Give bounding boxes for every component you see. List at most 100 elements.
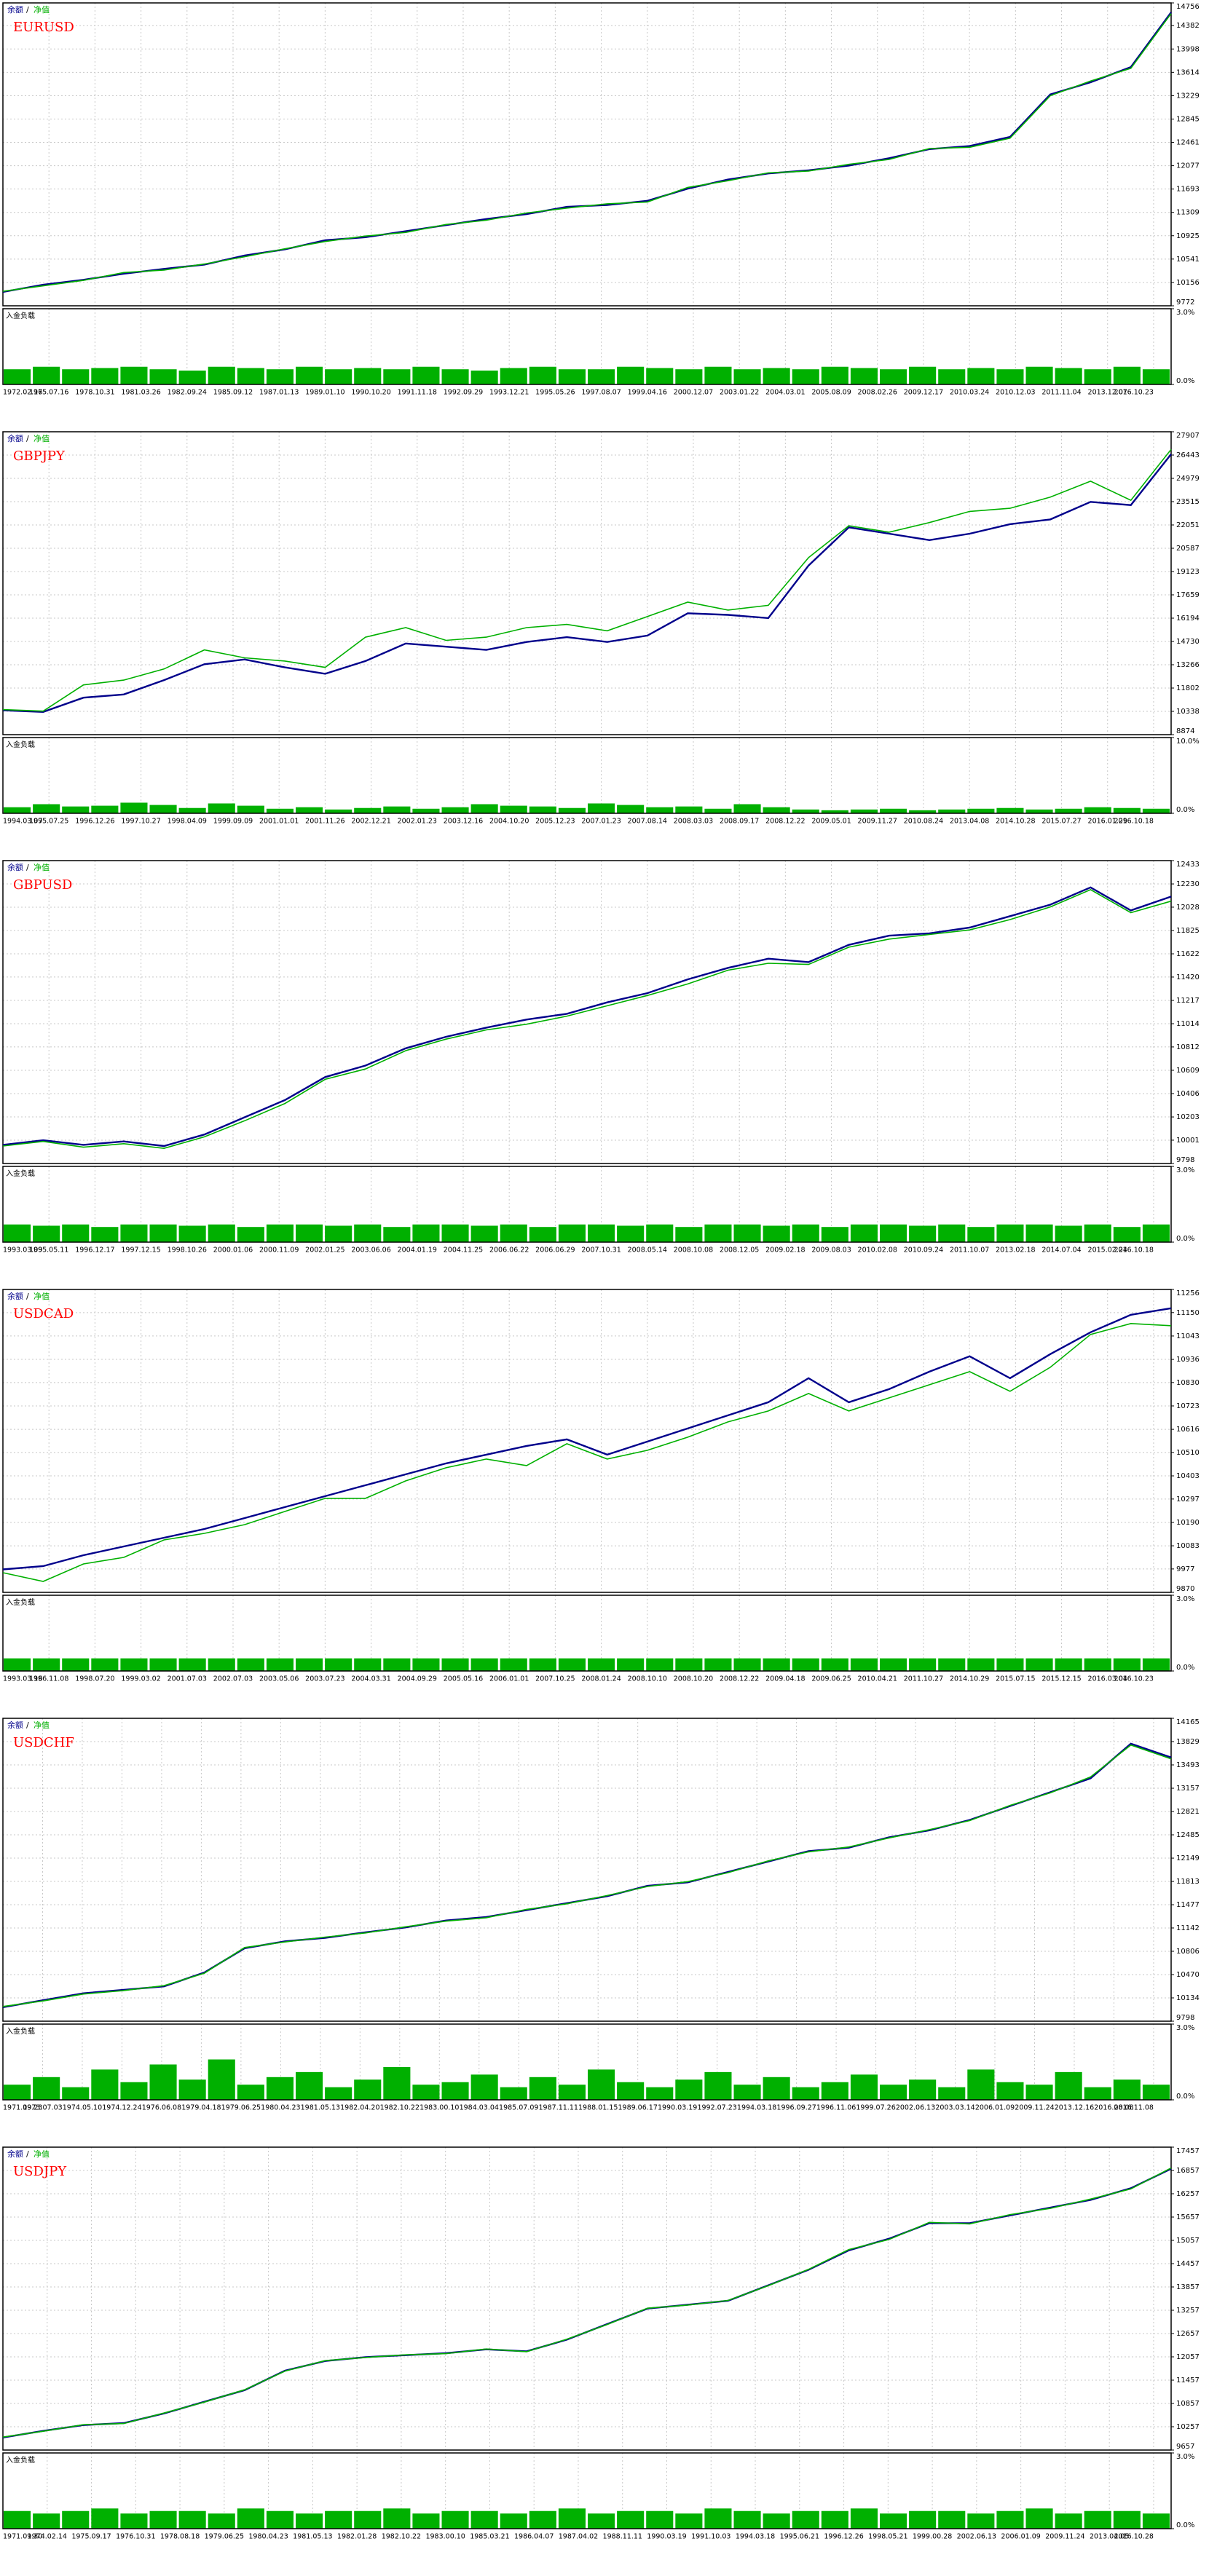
load-bar (880, 2085, 907, 2100)
load-bar (821, 1227, 848, 1242)
load-bar (178, 2510, 206, 2529)
plot-frame (2, 2, 1172, 307)
x-tick-label: 1982.10.22 (382, 2533, 421, 2541)
load-bar (675, 2513, 703, 2529)
x-tick-label: 1980.04.23 (261, 2104, 300, 2112)
x-tick-label: 2007.10.31 (581, 1246, 621, 1255)
load-bar (208, 1658, 235, 1671)
x-tick-label: 1995.07.25 (29, 818, 68, 826)
load-bar (120, 366, 148, 384)
load-bar (266, 2510, 294, 2529)
load-bar (850, 809, 878, 813)
x-tick-label: 2016.11.08 (1114, 2104, 1154, 2112)
load-bar (763, 2077, 790, 2100)
x-tick-label: 2009.11.24 (1045, 2533, 1084, 2541)
x-tick-label: 2013.12.07 (1088, 389, 1127, 397)
x-tick-label: 2009.05.01 (811, 818, 851, 826)
load-bar (383, 1658, 411, 1671)
x-tick-label: 1993.03.09 (3, 1246, 42, 1255)
x-tick-label: 1971.09.30 (3, 2533, 42, 2541)
load-bar (529, 806, 556, 813)
load-bar (996, 369, 1024, 384)
y-tick-label: 12077 (1176, 162, 1200, 170)
y-tick-label: 23515 (1176, 498, 1200, 506)
load-bar (325, 809, 353, 813)
y-tick-label: 10925 (1176, 232, 1200, 240)
load-bar (996, 1658, 1024, 1671)
load-bar (383, 806, 411, 813)
x-tick-label: 1982.09.24 (168, 389, 207, 397)
load-bar (558, 1224, 586, 1242)
y-tick-label: 11150 (1176, 1309, 1200, 1317)
load-bar (4, 1224, 31, 1242)
subplot-frame (2, 737, 1172, 814)
subplot-title: 入金负载 (6, 1597, 35, 1607)
x-tick-label: 1990.10.20 (351, 389, 390, 397)
load-bar (1025, 366, 1053, 384)
y-tick-label: 11142 (1176, 1924, 1200, 1932)
load-bar (500, 1224, 527, 1242)
line-1 (2, 13, 1172, 292)
y-tick-label: 10403 (1176, 1472, 1200, 1480)
y-tick-label: 0.0% (1176, 806, 1194, 814)
x-tick-label: 1981.03.26 (121, 389, 160, 397)
load-bar (529, 1658, 556, 1671)
x-tick-label: 2014.07.04 (1041, 1246, 1081, 1255)
legend-separator: / (26, 863, 29, 872)
x-tick-label: 1976.10.31 (116, 2533, 155, 2541)
load-bar (529, 2077, 556, 2100)
load-bar (149, 2064, 177, 2100)
load-bar (208, 366, 235, 384)
x-tick-label: 2013.02.18 (996, 1246, 1035, 1255)
load-bar (178, 370, 206, 384)
x-tick-label: 1985.09.12 (213, 389, 253, 397)
legend-entry: 净值 (34, 433, 50, 443)
load-bar (266, 1658, 294, 1671)
load-bar (441, 1224, 469, 1242)
load-bar (646, 2510, 674, 2529)
x-tick-label: 2004.10.20 (489, 818, 529, 826)
load-bar (938, 2510, 966, 2529)
x-tick-label: 1997.08.07 (581, 389, 621, 397)
plot-frame (2, 2146, 1172, 2451)
y-tick-label: 12461 (1176, 139, 1200, 147)
load-bar (909, 366, 937, 384)
y-tick-label: 16194 (1176, 615, 1200, 623)
y-tick-label: 13157 (1176, 1785, 1200, 1793)
load-bar (1142, 2085, 1170, 2100)
y-tick-label: 12821 (1176, 1808, 1200, 1816)
load-bar (149, 805, 177, 813)
load-bar (266, 808, 294, 813)
load-bar (1113, 1227, 1141, 1242)
x-tick-label: 1999.07.26 (856, 2104, 895, 2112)
load-bar (120, 1224, 148, 1242)
x-tick-label: 1991.10.03 (691, 2533, 730, 2541)
subplot-frame (2, 1595, 1172, 1672)
y-tick-label: 10083 (1176, 1542, 1200, 1550)
load-bar (617, 2510, 645, 2529)
y-tick-label: 11420 (1176, 973, 1200, 981)
y-tick-label: 9798 (1176, 2014, 1194, 2022)
load-bar (383, 2508, 411, 2529)
load-bar (441, 369, 469, 384)
load-bar (909, 1658, 937, 1671)
x-tick-label: 1972.02.16 (3, 389, 42, 397)
load-bar (470, 2074, 498, 2100)
y-tick-label: 19123 (1176, 568, 1200, 576)
load-bar (237, 1658, 264, 1671)
load-bar (62, 2087, 90, 2100)
subplot-title: 入金负载 (6, 740, 35, 749)
subplot-title: 入金负载 (6, 2026, 35, 2036)
load-bar (850, 2074, 878, 2100)
y-tick-label: 3.0% (1176, 2024, 1194, 2032)
y-tick-label: 26443 (1176, 451, 1200, 459)
load-bar (558, 807, 586, 813)
load-bar (33, 1225, 60, 1242)
load-bar (646, 368, 674, 384)
load-bar (441, 2510, 469, 2529)
load-bar (617, 1658, 645, 1671)
